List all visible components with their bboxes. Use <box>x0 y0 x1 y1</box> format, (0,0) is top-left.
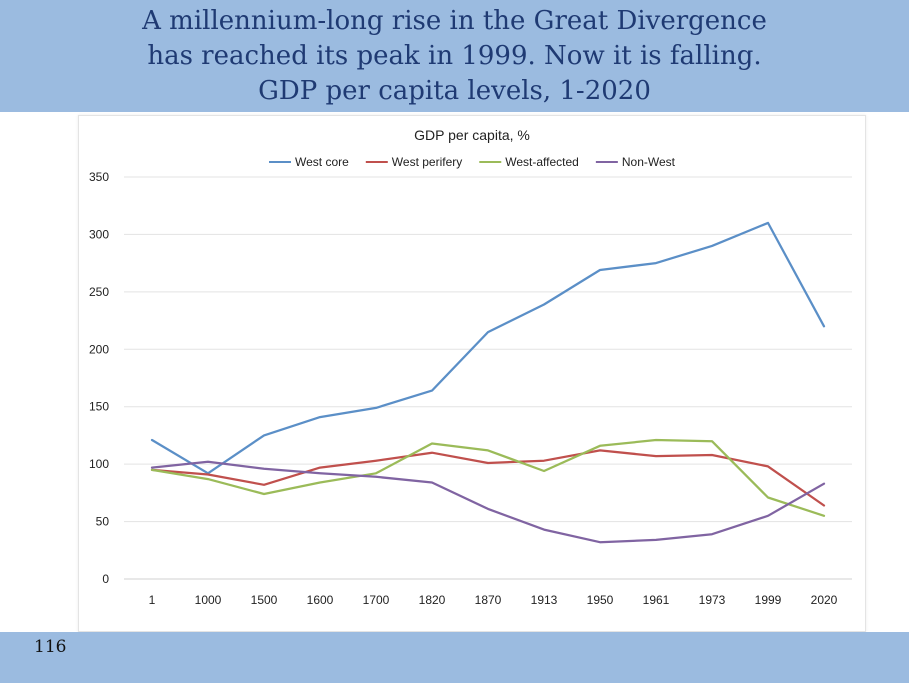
slide-title-line-1: A millennium-long rise in the Great Dive… <box>142 6 767 36</box>
x-tick-label: 1000 <box>195 593 222 607</box>
x-tick-label: 1820 <box>419 593 446 607</box>
slide-header <box>0 0 909 112</box>
x-tick-label: 1961 <box>643 593 670 607</box>
series-line <box>150 438 826 517</box>
page-number: 116 <box>34 637 67 657</box>
legend-label: West-affected <box>505 155 579 169</box>
chart-card: 0 50 100 150 200 250 300 350 1 1000 1500 1600 1700 18… <box>78 115 866 632</box>
chart-title: GDP per capita, % <box>414 127 530 143</box>
slide-title-line-2: has reached its peak in 1999. Now it is … <box>147 41 762 71</box>
legend-label: Non-West <box>622 155 676 169</box>
y-tick-label: 50 <box>96 515 110 529</box>
y-tick-label: 200 <box>89 342 109 356</box>
series-line <box>150 460 826 544</box>
x-tick-label: 1950 <box>587 593 614 607</box>
legend-item: West-affected <box>479 155 579 169</box>
y-tick-label: 0 <box>102 572 109 586</box>
x-tick-label: 1973 <box>699 593 726 607</box>
slide-footer <box>0 632 909 683</box>
legend-item: West perifery <box>365 155 462 169</box>
x-tick-label: 1999 <box>755 593 782 607</box>
slide-title-line-3: GDP per capita levels, 1-2020 <box>258 76 651 106</box>
series-line <box>150 449 826 507</box>
series-line <box>150 221 826 475</box>
legend-label: West core <box>295 155 349 169</box>
y-tick-label: 350 <box>89 170 109 184</box>
legend-item: West core <box>269 155 349 169</box>
x-tick-label: 1 <box>149 593 156 607</box>
x-tick-label: 1913 <box>531 593 558 607</box>
x-tick-label: 2020 <box>811 593 838 607</box>
x-tick-label: 1600 <box>307 593 334 607</box>
legend-item: Non-West <box>595 155 676 169</box>
x-tick-label: 1700 <box>363 593 390 607</box>
y-tick-label: 300 <box>89 227 109 241</box>
y-tick-label: 100 <box>89 457 109 471</box>
y-tick-label: 150 <box>89 400 109 414</box>
legend-label: West perifery <box>392 155 462 169</box>
x-tick-label: 1500 <box>251 593 278 607</box>
gdp-line-chart: 0 50 100 150 200 250 300 350 1 1000 1500 1600 1700 18… <box>89 127 852 607</box>
x-tick-label: 1870 <box>475 593 502 607</box>
y-tick-label: 250 <box>89 285 109 299</box>
slide-title: A millennium-long rise in the Great Dive… <box>0 4 909 109</box>
